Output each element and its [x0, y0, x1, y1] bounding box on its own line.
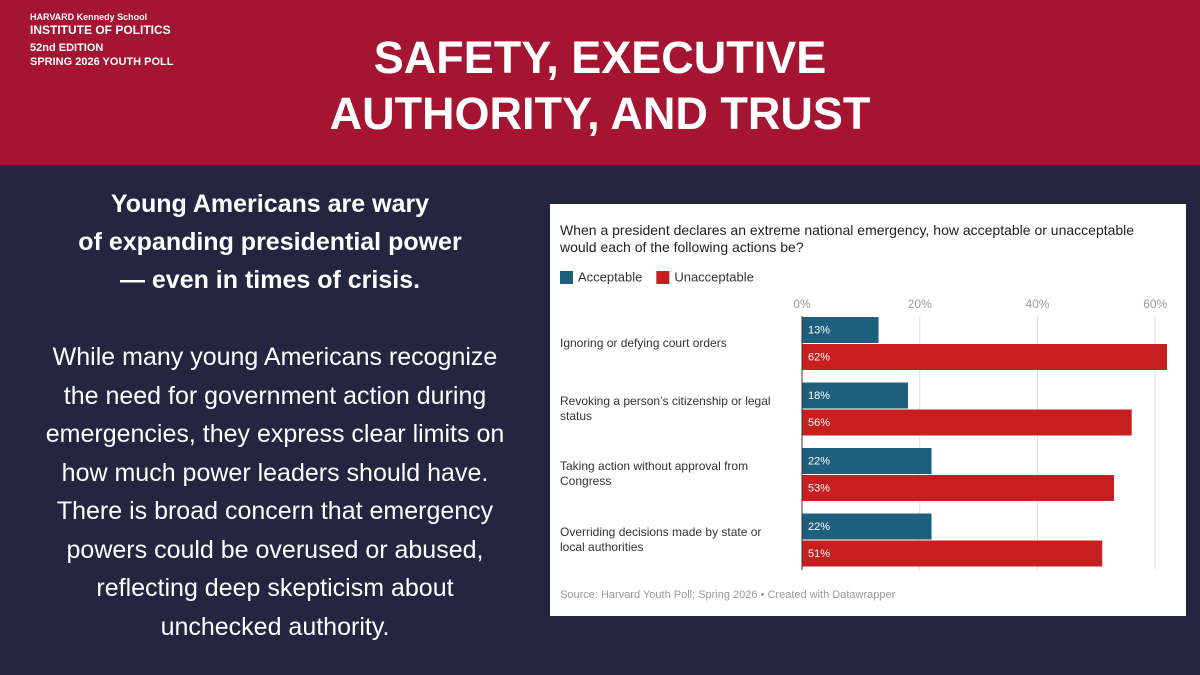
paragraph-line: unchecked authority.	[160, 612, 390, 641]
paragraph-line: the need for government action during	[63, 381, 487, 410]
legend-label: Acceptable	[578, 269, 642, 284]
x-tick-label: 20%	[908, 297, 932, 311]
value-label: 13%	[808, 324, 830, 336]
value-label: 51%	[808, 548, 830, 560]
legend-swatch	[656, 271, 670, 284]
school: HARVARD Kennedy School	[30, 12, 148, 22]
bar	[802, 513, 932, 540]
heading-line: of expanding presidential power	[78, 228, 462, 256]
chart-title: When a president declares an extreme nat…	[560, 222, 1135, 255]
value-label: 56%	[808, 417, 830, 429]
title: SAFETY, EXECUTIVE AUTHORITY, AND TRUST	[0, 30, 1200, 142]
bar	[802, 540, 1103, 567]
value-label: 53%	[808, 482, 830, 494]
category-label: Overriding decisions made by state or lo…	[560, 524, 762, 554]
bar	[802, 475, 1115, 501]
category-box: Overriding decisions made by state or lo…	[560, 524, 762, 554]
bar	[802, 344, 1167, 370]
x-tick-label: 60%	[1143, 297, 1167, 311]
paragraph-line: While many young Americans recognize	[52, 343, 498, 371]
bar	[802, 317, 879, 343]
chart-title-box: When a president declares an extreme nat…	[560, 222, 1135, 255]
paragraph-line: reflecting deep skepticism about	[96, 574, 454, 602]
value-label: 22%	[808, 521, 830, 533]
x-tick-label: 0%	[793, 297, 811, 311]
bar	[802, 448, 932, 474]
category-label: Taking action without approval from Cong…	[560, 459, 749, 488]
x-tick-label: 40%	[1025, 297, 1049, 311]
category-box: Taking action without approval from Cong…	[560, 459, 749, 488]
value-label: 22%	[808, 455, 830, 467]
paragraph-line: how much power leaders should have.	[61, 458, 489, 487]
bar	[802, 409, 1132, 436]
heading: Young Americans are wary of expanding pr…	[20, 185, 520, 299]
source: Source: Harvard Youth Poll; Spring 2026 …	[560, 589, 896, 601]
legend-swatch	[560, 271, 573, 284]
title-line: SAFETY, EXECUTIVE	[373, 32, 827, 83]
category-label: Ignoring or defying court orders	[560, 335, 727, 350]
institute: INSTITUTE OF POLITICS	[30, 23, 171, 37]
category-label: Revoking a person’s citizenship or legal…	[560, 393, 771, 423]
category-box: Revoking a person’s citizenship or legal…	[560, 393, 771, 423]
paragraph-line: emergencies, they express clear limits o…	[45, 420, 505, 448]
poll: SPRING 2026 YOUTH POLL	[30, 56, 174, 68]
paragraph: While many young Americans recognize the …	[10, 338, 540, 646]
header: HARVARD Kennedy School INSTITUTE OF POLI…	[0, 0, 1200, 165]
title-line: AUTHORITY, AND TRUST	[329, 88, 871, 139]
legend-label: Unacceptable	[674, 269, 754, 284]
edition: 52nd EDITION	[30, 42, 104, 54]
value-label: 18%	[808, 390, 830, 402]
value-label: 62%	[808, 351, 830, 363]
heading-line: Young Americans are wary	[110, 190, 430, 218]
bar	[802, 382, 908, 409]
category-box: Ignoring or defying court orders	[560, 335, 727, 350]
paragraph-line: There is broad concern that emergency	[56, 497, 494, 525]
heading-line: — even in times of crisis.	[119, 266, 421, 294]
paragraph-line: powers could be overused or abused,	[66, 535, 484, 564]
chart: When a president declares an extreme nat…	[550, 204, 1186, 616]
